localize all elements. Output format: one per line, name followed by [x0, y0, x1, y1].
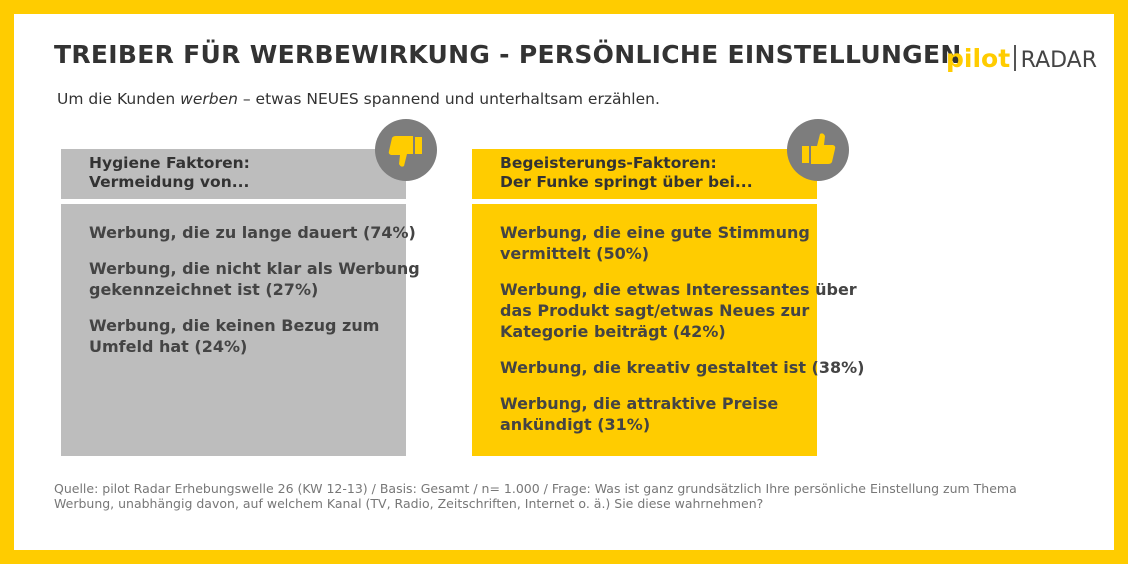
- heading-line: Begeisterungs-Faktoren:: [500, 154, 717, 172]
- item-line: Werbung, die zu lange dauert (74%): [89, 223, 416, 242]
- subtitle-text: – etwas NEUES spannend und unterhaltsam …: [237, 90, 660, 108]
- subtitle-text: Um die Kunden: [57, 90, 181, 108]
- item-line: Kategorie beiträgt (42%): [500, 322, 726, 341]
- logo-brand: pilot: [946, 44, 1011, 73]
- item-line: Werbung, die nicht klar als Werbung: [89, 259, 420, 278]
- list-item: Werbung, die nicht klar als Werbung geken…: [89, 258, 420, 300]
- subtitle: Um die Kunden werben – etwas NEUES spann…: [57, 90, 660, 108]
- heading-line: Der Funke springt über bei...: [500, 173, 753, 191]
- logo: pilot RADAR: [946, 44, 1097, 73]
- thumb-up-icon: [787, 119, 849, 181]
- panel-heading: Begeisterungs-Faktoren: Der Funke springt…: [472, 149, 817, 199]
- item-line: gekennzeichnet ist (27%): [89, 280, 319, 299]
- heading-line: Vermeidung von...: [89, 173, 250, 191]
- heading-line: Hygiene Faktoren:: [89, 154, 250, 172]
- item-line: Umfeld hat (24%): [89, 337, 248, 356]
- source-line: Quelle: pilot Radar Erhebungswelle 26 (K…: [54, 481, 1017, 496]
- source-line: Werbung, unabhängig davon, auf welchem K…: [54, 496, 764, 511]
- logo-separator: [1014, 45, 1016, 71]
- list-item: Werbung, die kreativ gestaltet ist (38%): [500, 357, 865, 378]
- item-line: Werbung, die attraktive Preise: [500, 394, 779, 413]
- panel-heading: Hygiene Faktoren: Vermeidung von...: [61, 149, 406, 199]
- item-line: das Produkt sagt/etwas Neues zur: [500, 301, 810, 320]
- title: TREIBER FÜR WERBEWIRKUNG - PERSÖNLICHE E…: [54, 40, 962, 69]
- panel-body: Werbung, die zu lange dauert (74%) Werbun…: [61, 204, 420, 456]
- item-line: Werbung, die kreativ gestaltet ist (38%): [500, 358, 865, 377]
- list-item: Werbung, die keinen Bezug zum Umfeld hat …: [89, 315, 396, 357]
- item-line: Werbung, die eine gute Stimmung: [500, 223, 810, 242]
- panel-body: Werbung, die eine gute Stimmung vermittel…: [472, 204, 865, 456]
- item-line: ankündigt (31%): [500, 415, 651, 434]
- item-line: vermittelt (50%): [500, 244, 650, 263]
- list-item: Werbung, die eine gute Stimmung vermittel…: [500, 222, 810, 264]
- source: Quelle: pilot Radar Erhebungswelle 26 (K…: [54, 481, 1017, 511]
- subtitle-emphasis: werben: [180, 90, 238, 108]
- panel: Hygiene Faktoren: Vermeidung von... Werbu…: [61, 149, 420, 456]
- list-item: Werbung, die zu lange dauert (74%): [89, 222, 416, 243]
- thumb-down-icon: [375, 119, 437, 181]
- item-line: Werbung, die etwas Interessantes über: [500, 280, 857, 299]
- logo-product: RADAR: [1020, 48, 1098, 73]
- panel: Begeisterungs-Faktoren: Der Funke springt…: [472, 149, 865, 456]
- list-item: Werbung, die attraktive Preise ankündigt …: [500, 393, 807, 435]
- list-item: Werbung, die etwas Interessantes über das…: [500, 279, 857, 342]
- item-line: Werbung, die keinen Bezug zum: [89, 316, 380, 335]
